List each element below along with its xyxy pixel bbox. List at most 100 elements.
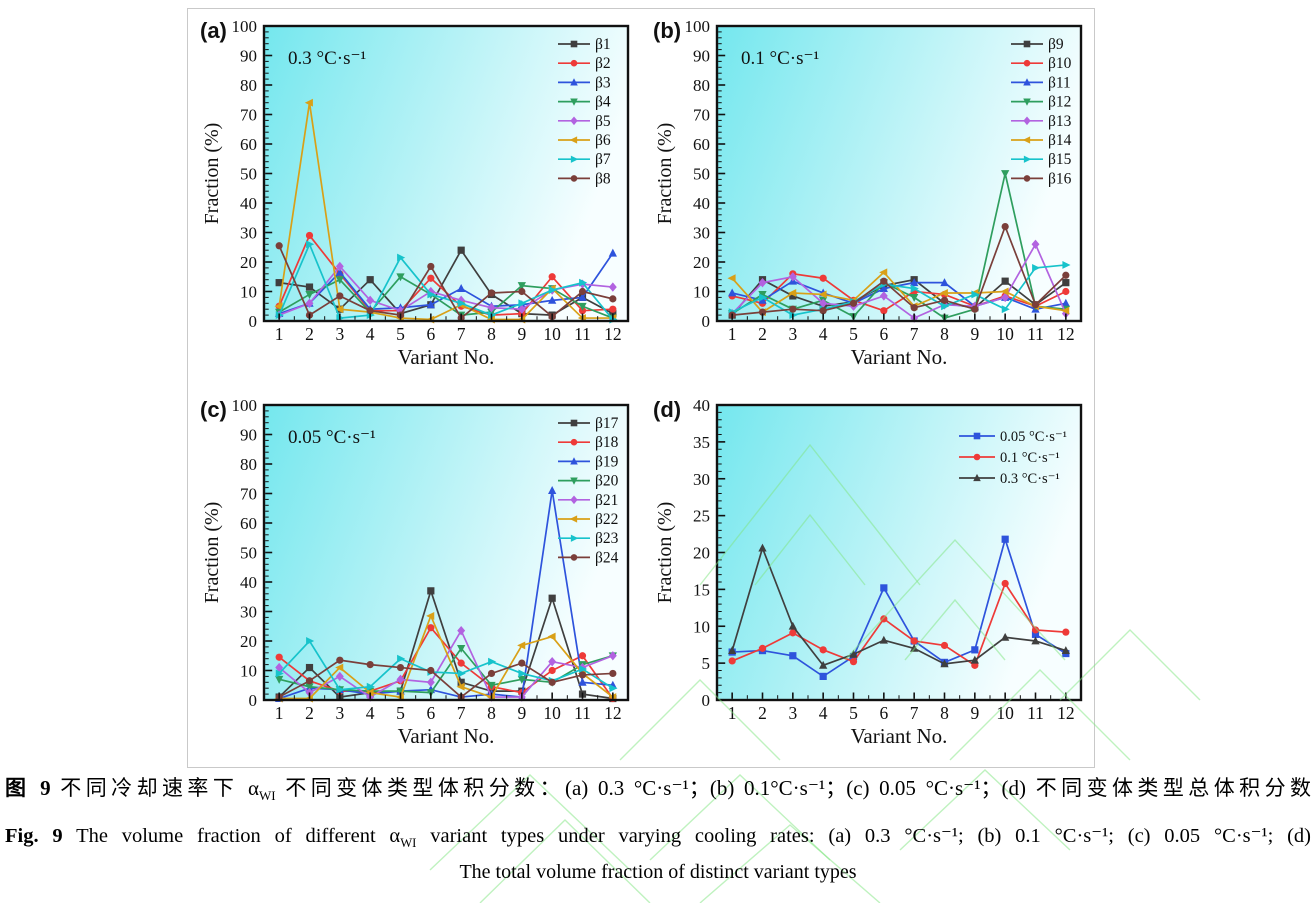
svg-text:0.1 °C·s⁻¹: 0.1 °C·s⁻¹ xyxy=(741,48,820,69)
svg-text:9: 9 xyxy=(970,703,979,723)
svg-text:20: 20 xyxy=(240,253,257,272)
svg-text:50: 50 xyxy=(240,165,257,184)
svg-text:1: 1 xyxy=(728,703,737,723)
svg-text:Fraction (%): Fraction (%) xyxy=(201,123,223,225)
panel-c: 0 10 20 30 40 50 60 70 80 90 100 1 2 3 4 5 6 7 8 9 10 11 12 Var… xyxy=(188,388,641,767)
svg-text:9: 9 xyxy=(970,324,979,344)
svg-text:80: 80 xyxy=(240,76,257,95)
svg-text:11: 11 xyxy=(1027,703,1044,723)
svg-text:10: 10 xyxy=(693,283,710,302)
svg-text:β21: β21 xyxy=(595,492,618,509)
svg-text:100: 100 xyxy=(232,17,258,36)
caption-zh-number: 图 9 xyxy=(5,776,51,800)
svg-text:β2: β2 xyxy=(595,55,611,72)
svg-text:7: 7 xyxy=(910,703,919,723)
svg-text:2: 2 xyxy=(758,324,767,344)
caption-en-post: variant types under varying cooling rate… xyxy=(416,825,1312,847)
svg-text:10: 10 xyxy=(240,662,257,681)
svg-text:β18: β18 xyxy=(595,434,619,451)
caption-zh: 图 9 不同冷却速率下 αWI 不同变体类型体积分数：(a) 0.3 °C·s⁻… xyxy=(5,772,1311,804)
svg-text:30: 30 xyxy=(240,224,257,243)
svg-text:1: 1 xyxy=(275,703,284,723)
svg-text:β24: β24 xyxy=(595,549,619,566)
svg-text:5: 5 xyxy=(849,703,858,723)
svg-text:3: 3 xyxy=(788,703,797,723)
caption-zh-pre: 不同冷却速率下 α xyxy=(50,776,259,800)
svg-text:β22: β22 xyxy=(595,511,618,528)
svg-text:0: 0 xyxy=(249,691,258,710)
svg-text:β15: β15 xyxy=(1048,151,1072,168)
svg-text:β6: β6 xyxy=(595,132,611,149)
svg-text:β23: β23 xyxy=(595,530,619,547)
svg-text:0: 0 xyxy=(702,691,711,710)
svg-text:10: 10 xyxy=(543,703,561,723)
svg-text:1: 1 xyxy=(275,324,284,344)
caption-zh-post: 不同变体类型体积分数：(a) 0.3 °C·s⁻¹；(b) 0.1°C·s⁻¹；… xyxy=(275,776,1312,800)
svg-text:0.1 °C·s⁻¹: 0.1 °C·s⁻¹ xyxy=(1000,450,1060,466)
svg-text:10: 10 xyxy=(996,324,1014,344)
svg-text:60: 60 xyxy=(240,135,257,154)
svg-text:β13: β13 xyxy=(1048,113,1072,130)
svg-text:90: 90 xyxy=(240,426,257,445)
svg-text:3: 3 xyxy=(788,324,797,344)
svg-text:70: 70 xyxy=(240,106,257,125)
svg-text:0.05 °C·s⁻¹: 0.05 °C·s⁻¹ xyxy=(1000,429,1067,445)
svg-text:80: 80 xyxy=(240,455,257,474)
svg-text:β10: β10 xyxy=(1048,55,1072,72)
svg-text:6: 6 xyxy=(426,703,435,723)
svg-text:5: 5 xyxy=(849,324,858,344)
caption-en-number: Fig. 9 xyxy=(5,825,63,847)
panel-a: 0 10 20 30 40 50 60 70 80 90 100 1 2 3 4 5 6 7 8 9 10 11 12 Var… xyxy=(188,9,641,388)
svg-text:4: 4 xyxy=(819,703,828,723)
svg-text:40: 40 xyxy=(693,396,710,415)
caption-zh-sub: WI xyxy=(258,788,276,804)
svg-text:20: 20 xyxy=(693,253,710,272)
svg-text:90: 90 xyxy=(693,47,710,66)
svg-text:40: 40 xyxy=(240,194,257,213)
svg-text:50: 50 xyxy=(240,544,257,563)
svg-text:10: 10 xyxy=(996,703,1014,723)
svg-text:β7: β7 xyxy=(595,151,611,168)
caption-en-pre: The volume fraction of different α xyxy=(62,825,401,847)
svg-text:10: 10 xyxy=(543,324,561,344)
svg-text:40: 40 xyxy=(240,573,257,592)
svg-text:4: 4 xyxy=(819,324,828,344)
svg-text:β3: β3 xyxy=(595,74,611,91)
svg-text:50: 50 xyxy=(693,165,710,184)
svg-text:7: 7 xyxy=(910,324,919,344)
svg-text:5: 5 xyxy=(702,654,711,673)
svg-text:8: 8 xyxy=(487,703,496,723)
caption-en-line1: Fig. 9 The volume fraction of different … xyxy=(5,823,1311,851)
svg-text:30: 30 xyxy=(693,470,710,489)
svg-text:9: 9 xyxy=(517,324,526,344)
svg-text:Fraction (%): Fraction (%) xyxy=(654,123,676,225)
svg-text:60: 60 xyxy=(240,514,257,533)
svg-text:6: 6 xyxy=(879,324,888,344)
svg-text:8: 8 xyxy=(487,324,496,344)
svg-text:5: 5 xyxy=(396,703,405,723)
svg-text:80: 80 xyxy=(693,76,710,95)
svg-text:2: 2 xyxy=(305,703,314,723)
svg-text:9: 9 xyxy=(517,703,526,723)
svg-text:Fraction (%): Fraction (%) xyxy=(654,502,676,604)
svg-text:5: 5 xyxy=(396,324,405,344)
svg-text:β9: β9 xyxy=(1048,36,1064,53)
svg-text:15: 15 xyxy=(693,580,710,599)
svg-text:Variant No.: Variant No. xyxy=(851,345,948,369)
svg-text:β14: β14 xyxy=(1048,132,1072,149)
svg-text:Fraction (%): Fraction (%) xyxy=(201,502,223,604)
svg-text:β12: β12 xyxy=(1048,94,1071,111)
figure-frame: 0 10 20 30 40 50 60 70 80 90 100 1 2 3 4 5 6 7 8 9 10 11 12 Var… xyxy=(187,8,1095,768)
svg-text:7: 7 xyxy=(457,324,466,344)
svg-text:0.3 °C·s⁻¹: 0.3 °C·s⁻¹ xyxy=(288,48,367,69)
svg-text:4: 4 xyxy=(366,324,375,344)
caption-en-line2: The total volume fraction of distinct va… xyxy=(459,861,857,883)
svg-text:35: 35 xyxy=(693,433,710,452)
svg-text:β1: β1 xyxy=(595,36,611,53)
svg-text:25: 25 xyxy=(693,507,710,526)
svg-text:11: 11 xyxy=(574,324,591,344)
svg-text:100: 100 xyxy=(232,396,258,415)
